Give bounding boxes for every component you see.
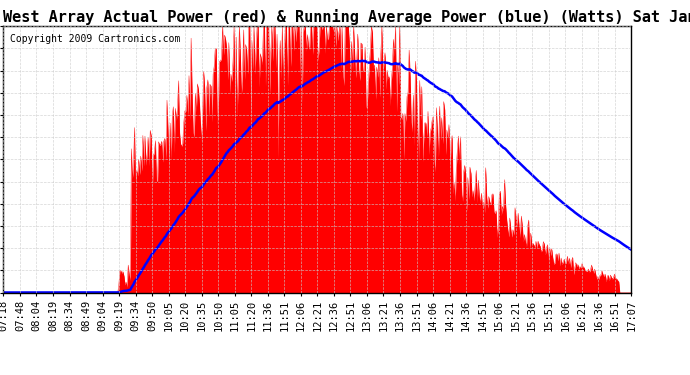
- Text: West Array Actual Power (red) & Running Average Power (blue) (Watts) Sat Jan 31 : West Array Actual Power (red) & Running …: [3, 9, 690, 25]
- Text: Copyright 2009 Cartronics.com: Copyright 2009 Cartronics.com: [10, 34, 180, 44]
